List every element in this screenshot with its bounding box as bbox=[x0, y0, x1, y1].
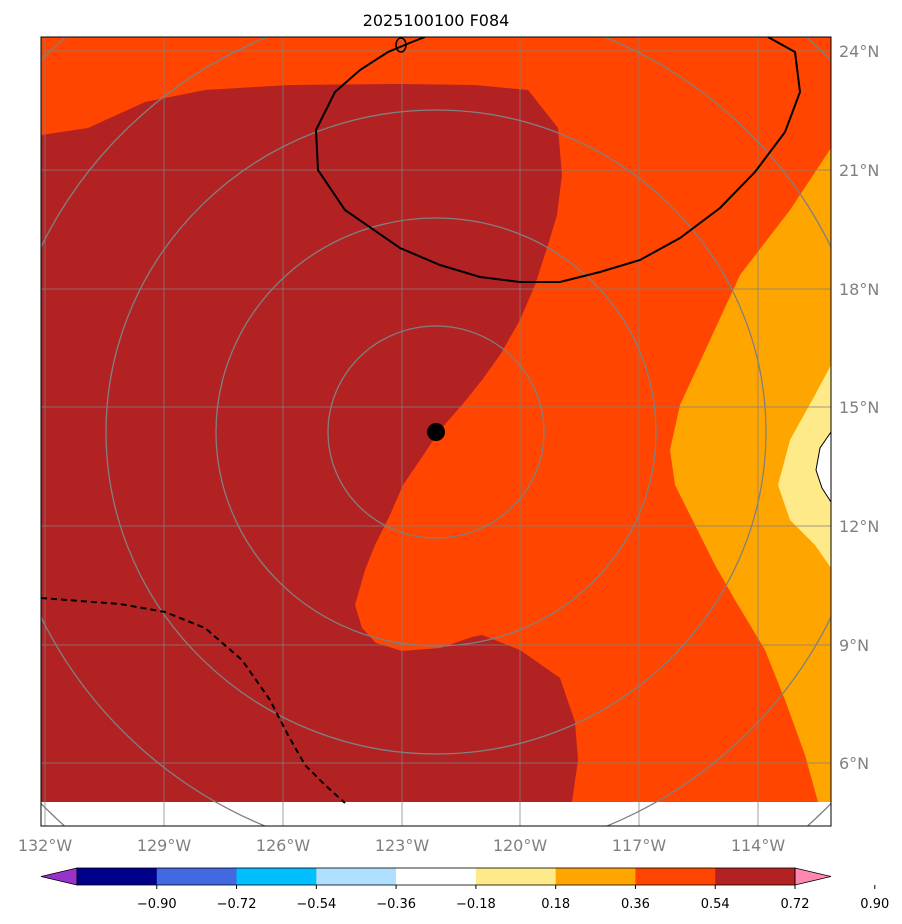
colorbar-tick-label: 0.36 bbox=[621, 897, 650, 912]
lon-label: 123°W bbox=[375, 836, 430, 855]
fill-dark-red-region bbox=[41, 84, 578, 802]
lat-label: 15°N bbox=[839, 398, 879, 417]
colorbar-tick-label: 0.18 bbox=[541, 897, 570, 912]
lat-label: 12°N bbox=[839, 517, 879, 536]
colorbar-extend-low bbox=[40, 867, 78, 886]
fill-orange-region bbox=[670, 148, 831, 802]
figure-title: 2025100100 F084 bbox=[363, 11, 510, 30]
colorbar-cell bbox=[715, 868, 796, 885]
range-ring-2 bbox=[215, 217, 657, 647]
colorbar-tick-label: 0.54 bbox=[701, 897, 730, 912]
storm-center-marker bbox=[427, 423, 445, 441]
lat-label: 18°N bbox=[839, 280, 879, 299]
colorbar-tick-label: 0.72 bbox=[781, 897, 810, 912]
colorbar-cell bbox=[396, 868, 477, 885]
colorbar-cell bbox=[555, 868, 636, 885]
small-contour-line bbox=[815, 431, 831, 503]
lat-label: 6°N bbox=[839, 754, 869, 773]
lon-label: 120°W bbox=[493, 836, 548, 855]
colorbar-tick-label: 0.90 bbox=[860, 897, 889, 912]
fill-light-yellow-region bbox=[778, 365, 831, 568]
colorbar-cell bbox=[77, 868, 158, 885]
lon-label: 129°W bbox=[137, 836, 192, 855]
colorbar-extend-high bbox=[794, 867, 832, 886]
lon-labels: 132°W 129°W 126°W 123°W 120°W 117°W 114°… bbox=[18, 836, 786, 855]
small-closed-contour bbox=[395, 37, 407, 53]
colorbar-cell bbox=[236, 868, 317, 885]
colorbar: −0.90 −0.72 −0.54 −0.36 −0.18 0.18 0.36 0.54 0.7… bbox=[40, 867, 889, 912]
lon-label: 126°W bbox=[256, 836, 311, 855]
colorbar-cell bbox=[635, 868, 716, 885]
lon-label: 114°W bbox=[731, 836, 786, 855]
colorbar-cell bbox=[156, 868, 238, 885]
range-ring-3 bbox=[105, 109, 767, 755]
lat-label: 9°N bbox=[839, 636, 869, 655]
colorbar-cell bbox=[316, 868, 397, 885]
positive-contour-line bbox=[314, 37, 802, 283]
lon-label: 132°W bbox=[18, 836, 73, 855]
colorbar-tick-label: −0.36 bbox=[376, 897, 416, 912]
negative-contour-line bbox=[41, 597, 346, 804]
map-frame bbox=[40, 36, 832, 827]
colorbar-cell bbox=[475, 868, 557, 885]
colorbar-tick-label: −0.72 bbox=[217, 897, 257, 912]
lat-labels: 24°N 21°N 18°N 15°N 12°N 9°N 6°N bbox=[839, 42, 879, 773]
colorbar-tick-label: −0.90 bbox=[137, 897, 177, 912]
colorbar-tick-label: −0.54 bbox=[296, 897, 336, 912]
colorbar-outline bbox=[76, 867, 796, 886]
range-ring-1 bbox=[327, 325, 545, 539]
gridlines bbox=[41, 37, 831, 826]
lat-label: 24°N bbox=[839, 42, 879, 61]
colorbar-tick-label: −0.18 bbox=[456, 897, 496, 912]
lon-label: 117°W bbox=[612, 836, 667, 855]
lat-label: 21°N bbox=[839, 161, 879, 180]
